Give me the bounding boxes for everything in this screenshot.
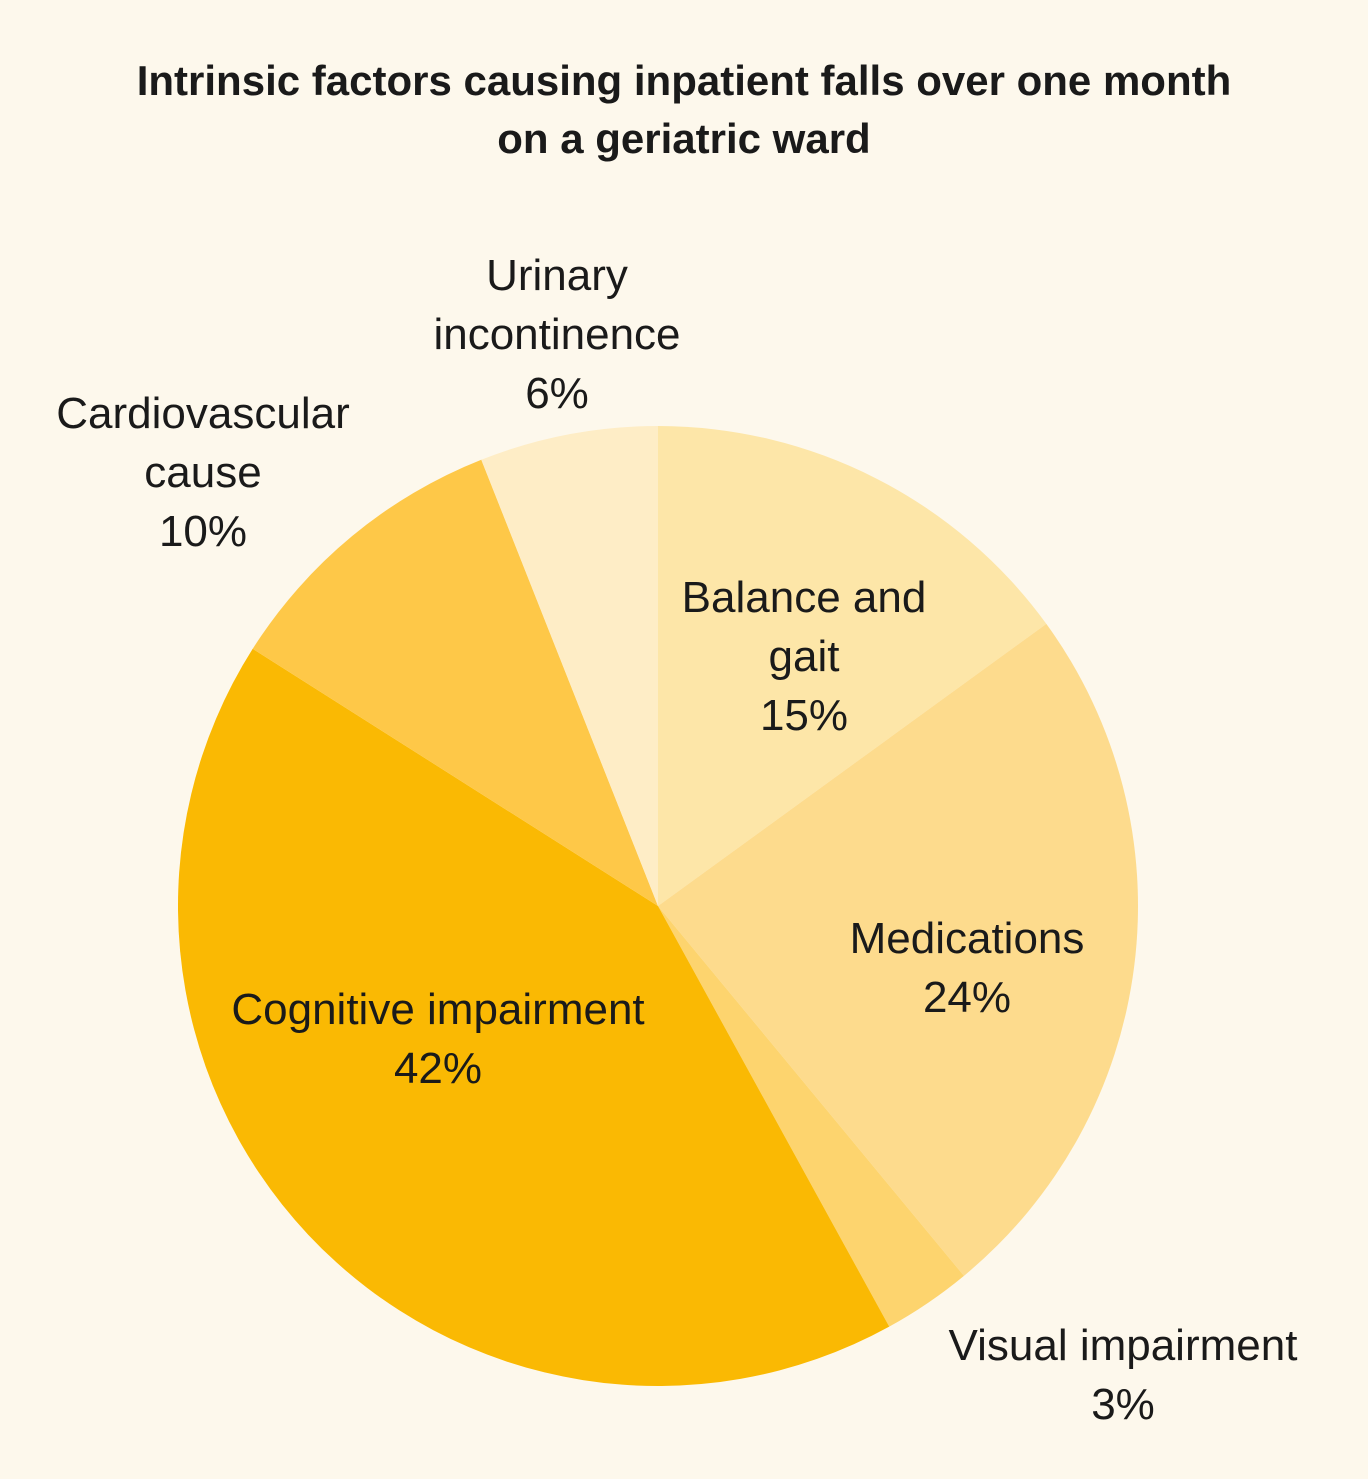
slice-name-cognitive-impairment-line-1: Cognitive impairment [231, 985, 644, 1034]
slice-percent-cognitive-impairment: 42% [394, 1044, 482, 1093]
slice-label-urinary-incontinence: Urinary incontinence 6% [433, 251, 680, 418]
slice-label-visual-impairment: Visual impairment 3% [949, 1321, 1298, 1429]
slice-percent-balance-and-gait: 15% [760, 691, 848, 740]
slice-name-balance-and-gait-line-2: gait [769, 632, 840, 681]
chart-title-line-2: on a geriatric ward [497, 115, 871, 162]
pie-slice-cognitive-impairment [177, 648, 890, 1387]
slice-percent-cardiovascular-cause: 10% [159, 507, 247, 556]
pie-slice-urinary-incontinence [481, 426, 658, 906]
slice-label-medications: Medications 24% [850, 914, 1085, 1022]
slice-name-cardiovascular-cause-line-1: Cardiovascular [56, 389, 349, 438]
slice-percent-visual-impairment: 3% [1091, 1380, 1155, 1429]
pie-slice-medications [658, 623, 1139, 1276]
pie-slice-visual-impairment [658, 906, 964, 1327]
pie-slice-cardiovascular-cause [252, 459, 658, 906]
slice-name-urinary-incontinence-line-2: incontinence [433, 310, 680, 359]
slice-label-cognitive-impairment: Cognitive impairment 42% [231, 985, 644, 1093]
slice-name-medications-line-1: Medications [850, 914, 1085, 963]
slice-name-balance-and-gait-line-1: Balance and [682, 573, 927, 622]
slice-percent-medications: 24% [923, 973, 1011, 1022]
slice-label-balance-and-gait: Balance and gait 15% [682, 573, 927, 740]
slice-name-urinary-incontinence-line-1: Urinary [486, 251, 628, 300]
pie-slice-balance-and-gait [658, 426, 1047, 906]
slice-label-cardiovascular-cause: Cardiovascular cause 10% [56, 389, 349, 556]
chart-title-line-1: Intrinsic factors causing inpatient fall… [136, 57, 1232, 104]
slice-percent-urinary-incontinence: 6% [525, 369, 589, 418]
chart-title: Intrinsic factors causing inpatient fall… [0, 52, 1368, 168]
slice-name-cardiovascular-cause-line-2: cause [144, 448, 261, 497]
slice-name-visual-impairment-line-1: Visual impairment [949, 1321, 1298, 1370]
